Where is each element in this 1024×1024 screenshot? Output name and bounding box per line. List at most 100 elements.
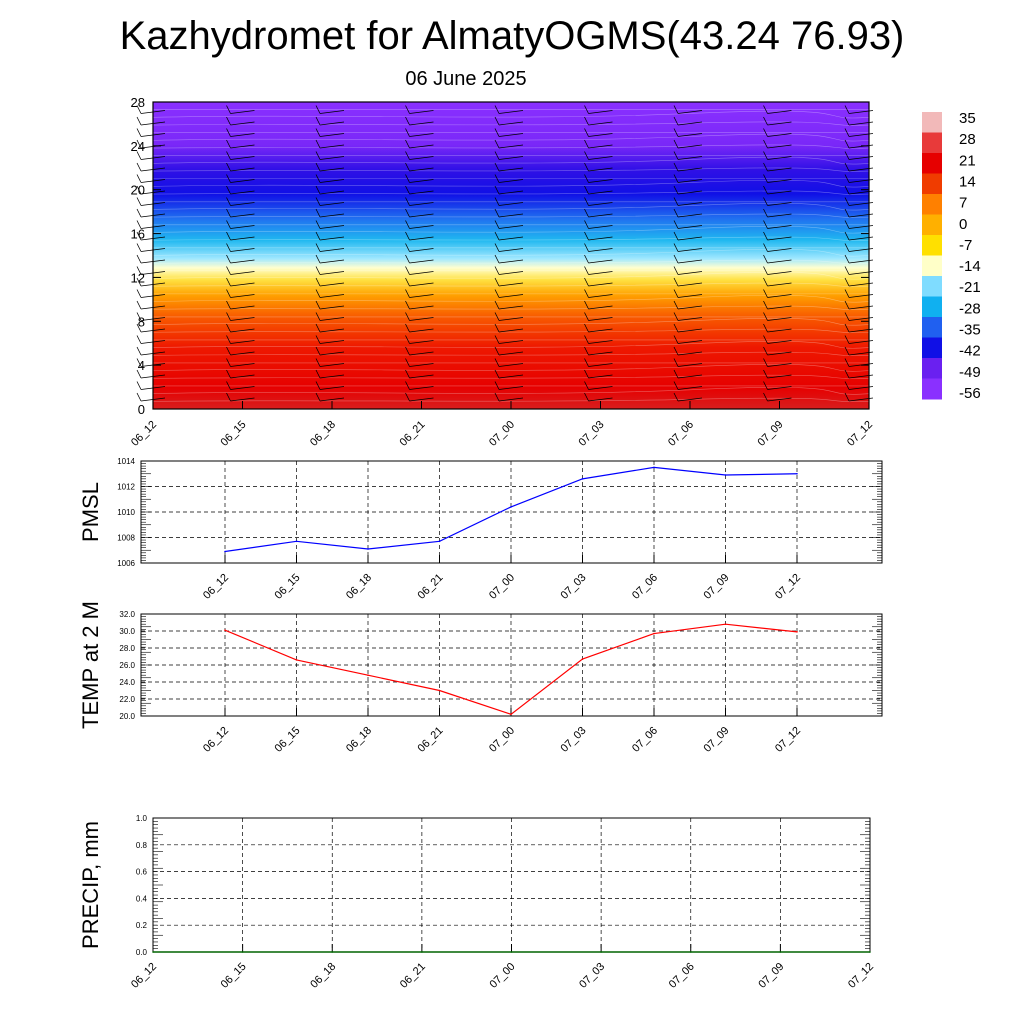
wind-barb bbox=[319, 305, 345, 310]
wind-barb bbox=[319, 351, 345, 356]
wind-barb-flag bbox=[844, 312, 850, 321]
wind-barb-flag bbox=[494, 185, 500, 195]
wind-barb bbox=[230, 386, 255, 390]
wind-barb bbox=[230, 248, 255, 252]
heatmap-xtick-label: 06_15 bbox=[219, 419, 249, 449]
wind-barb bbox=[677, 259, 703, 264]
wind-barb bbox=[588, 374, 613, 379]
wind-barb bbox=[409, 248, 434, 252]
wind-barb bbox=[230, 317, 255, 321]
xtick-label: 06_18 bbox=[308, 961, 338, 991]
wind-barb bbox=[677, 121, 703, 126]
contour-line bbox=[152, 179, 870, 188]
wind-barb-flag bbox=[226, 277, 231, 287]
wind-barb-flag bbox=[405, 289, 410, 298]
wind-barb-flag bbox=[673, 277, 679, 287]
wind-barb bbox=[588, 213, 613, 218]
wind-barb-flag bbox=[405, 139, 410, 149]
wind-barb-flag bbox=[315, 358, 321, 367]
wind-barb bbox=[409, 236, 434, 241]
wind-barb-flag bbox=[494, 243, 500, 252]
wind-barb-flag bbox=[844, 358, 850, 367]
data-point bbox=[581, 658, 584, 660]
wind-barb-flag bbox=[405, 300, 410, 310]
wind-barb-flag bbox=[136, 128, 142, 137]
wind-barb-flag bbox=[226, 105, 231, 114]
wind-barb bbox=[767, 328, 792, 333]
wind-barb-flag bbox=[494, 139, 500, 149]
wind-barb-flag bbox=[673, 220, 679, 229]
contour-line bbox=[152, 271, 870, 280]
contour-line bbox=[152, 167, 870, 172]
data-point bbox=[510, 506, 512, 508]
wind-barb-flag bbox=[584, 381, 589, 390]
wind-barb-flag bbox=[673, 381, 679, 390]
colorbar-segment bbox=[922, 153, 942, 174]
ytick-label: 0.6 bbox=[136, 868, 148, 877]
xtick-label: 07_06 bbox=[630, 725, 660, 755]
data-point bbox=[796, 472, 798, 475]
wind-barb-flag bbox=[494, 220, 500, 229]
wind-barb-flag bbox=[315, 277, 321, 287]
data-point bbox=[653, 466, 655, 469]
wind-barb bbox=[767, 202, 792, 206]
wind-barb-flag bbox=[405, 151, 410, 160]
wind-barb bbox=[230, 236, 255, 241]
wind-barb-flag bbox=[494, 231, 500, 241]
wind-barb-flag bbox=[226, 197, 231, 206]
wind-barb bbox=[319, 294, 345, 298]
ytick-label: 0.8 bbox=[136, 841, 148, 850]
wind-barb bbox=[588, 363, 613, 367]
wind-barb-flag bbox=[136, 335, 142, 344]
data-point bbox=[600, 951, 602, 953]
wind-barb-flag bbox=[494, 254, 500, 264]
wind-barb-flag bbox=[673, 174, 679, 183]
wind-barb bbox=[498, 294, 524, 298]
contour-line bbox=[152, 225, 870, 234]
wind-barb bbox=[498, 121, 524, 126]
wind-barb bbox=[409, 328, 434, 333]
data-point bbox=[331, 951, 334, 953]
wind-barb-flag bbox=[494, 105, 500, 114]
wind-barb-flag bbox=[136, 323, 142, 333]
wind-barb-flag bbox=[673, 243, 679, 252]
wind-barb bbox=[588, 259, 613, 264]
wind-barb bbox=[588, 190, 613, 195]
wind-barb-flag bbox=[673, 300, 679, 310]
xtick-label: 07_03 bbox=[559, 572, 589, 602]
wind-barb-flag bbox=[226, 254, 231, 264]
colorbar-label: 21 bbox=[959, 152, 976, 169]
ytick-label: 26.0 bbox=[119, 661, 135, 670]
wind-barb bbox=[767, 340, 792, 344]
colorbar-segment bbox=[922, 173, 942, 195]
heatmap-ytick-label: 24 bbox=[131, 139, 145, 154]
xtick-label: 06_18 bbox=[344, 725, 374, 755]
wind-barb-flag bbox=[136, 346, 142, 356]
wind-barb-flag bbox=[226, 139, 231, 149]
wind-barb bbox=[677, 328, 703, 333]
wind-barb-flag bbox=[584, 105, 589, 114]
wind-barb-flag bbox=[673, 358, 679, 367]
contour-line bbox=[152, 144, 870, 149]
wind-barb-flag bbox=[136, 162, 142, 172]
xtick-label: 07_03 bbox=[559, 725, 589, 755]
wind-barb bbox=[677, 294, 703, 298]
wind-barb-flag bbox=[315, 139, 321, 149]
wind-barb bbox=[230, 397, 255, 402]
wind-barb bbox=[767, 110, 792, 114]
heatmap-xtick-label: 06_21 bbox=[398, 419, 428, 449]
wind-barb-flag bbox=[763, 105, 768, 114]
wind-barb-flag bbox=[226, 208, 231, 218]
wind-barb bbox=[498, 167, 524, 172]
wind-barb-flag bbox=[763, 197, 768, 206]
wind-barb bbox=[677, 386, 703, 390]
wind-barb bbox=[677, 213, 703, 218]
wind-barb bbox=[498, 271, 524, 275]
wind-barb-flag bbox=[405, 266, 410, 275]
wind-barb bbox=[409, 305, 434, 310]
data-point bbox=[438, 540, 441, 543]
wind-barb bbox=[498, 144, 524, 149]
wind-barb-flag bbox=[763, 381, 768, 390]
colorbar-label: 35 bbox=[959, 110, 976, 127]
wind-barb bbox=[677, 190, 703, 195]
